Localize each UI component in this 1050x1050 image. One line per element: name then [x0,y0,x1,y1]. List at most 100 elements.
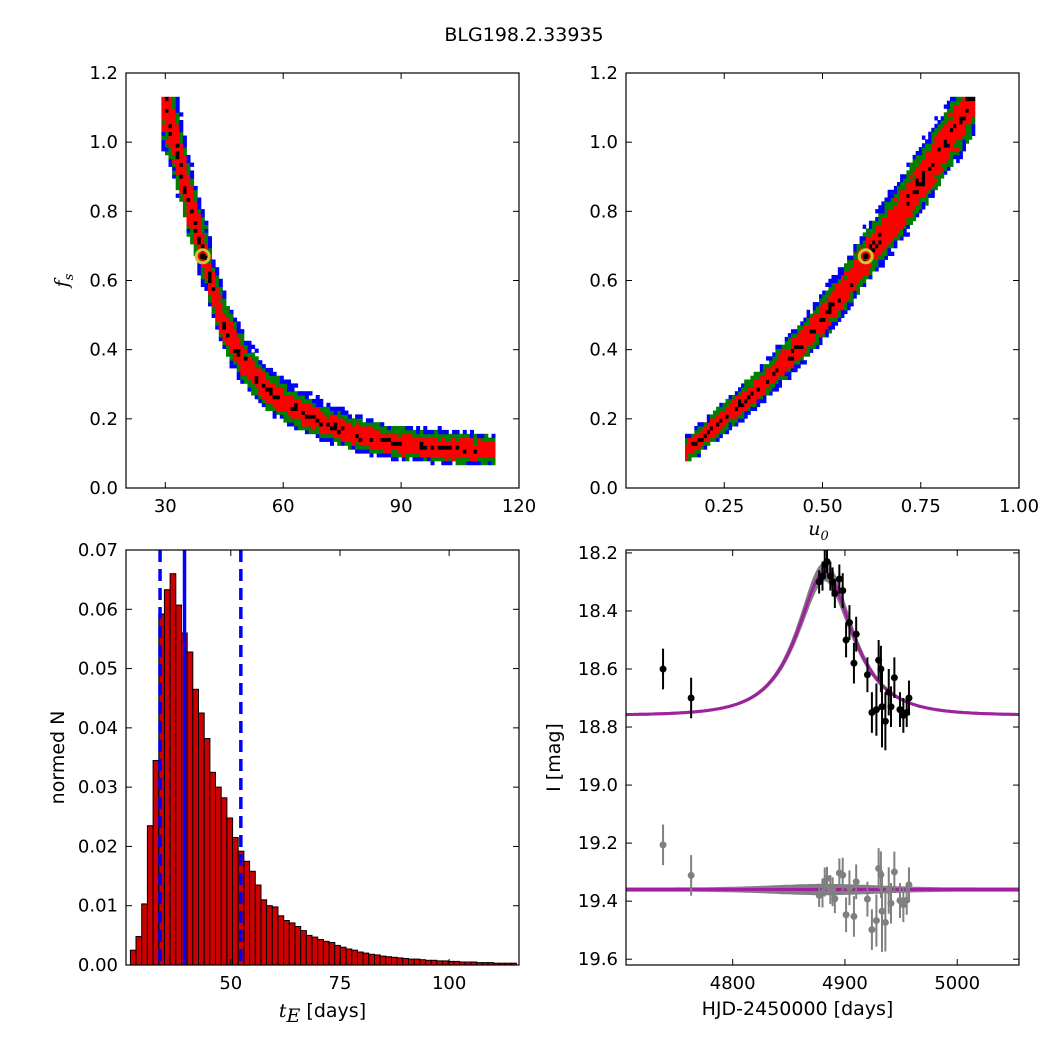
density-cell [837,298,842,303]
density-cell [462,445,467,450]
density-cell [822,329,826,334]
density-cell [200,232,205,237]
density-cell [859,275,864,280]
density-cell [741,402,745,408]
density-cell [925,182,929,187]
density-cell [834,282,839,287]
density-cell [315,422,320,427]
density-cell [834,275,839,280]
density-cell [918,154,923,160]
histogram-bar [425,959,432,966]
density-cell [161,143,166,148]
density-cell [462,460,467,466]
density-cell [828,313,832,318]
density-cell [934,135,938,140]
density-cell [459,460,464,466]
density-cell [850,275,854,280]
density-cell [915,182,920,187]
density-cell [903,213,907,218]
density-cell [193,247,198,253]
density-cell [946,166,951,171]
histogram-bar [129,949,137,966]
density-cell [419,457,424,462]
density-cell [369,429,374,435]
density-cell [918,201,923,206]
density-cell [909,166,913,171]
density-cell [750,375,754,380]
density-cell [430,457,435,462]
density-cell [333,410,338,415]
density-cell [809,336,814,342]
density-cell [290,398,295,404]
density-cell [890,209,895,214]
density-cell [834,298,839,303]
density-cell [928,143,932,148]
density-cell [828,286,832,291]
density-cell [778,383,782,388]
density-cell [355,418,360,423]
density-cell [448,441,453,446]
density-cell [272,383,277,388]
density-cell [747,379,751,384]
density-cell [912,189,917,195]
density-cell [330,410,334,415]
density-cell [940,174,945,179]
density-cell [401,437,406,442]
density-cell [208,302,212,307]
density-cell [937,123,941,129]
density-cell [172,100,177,105]
density-cell [685,437,689,442]
density-cell [319,402,324,408]
density-cell [279,383,284,388]
density-cell [875,232,879,237]
density-cell [800,344,804,349]
x-axis-label: u0 [808,518,829,544]
density-cell [369,453,374,458]
density-cell [455,445,460,450]
density-cell [333,414,338,419]
density-cell [731,398,736,404]
density-cell [872,224,876,229]
density-cell [265,387,270,392]
density-cell [753,387,758,392]
density-cell [466,457,471,462]
density-cell [962,123,966,129]
density-cell [862,275,867,280]
density-cell [452,445,456,450]
density-cell [741,418,745,423]
density-cell [878,213,882,218]
density-cell [769,360,773,365]
density-cell [909,185,913,191]
density-cell [943,162,948,167]
density-cell [809,321,814,326]
density-cell [738,391,742,396]
density-cell [837,290,842,295]
density-cell [759,398,764,404]
density-cell [921,189,926,195]
density-cell [806,313,811,318]
density-cell [398,445,403,450]
density-cell [943,127,948,133]
density-cell [175,193,180,198]
density-cell [322,410,327,415]
density-cell [193,205,198,210]
density-cell [890,232,895,237]
density-cell [283,414,288,419]
density-cell [208,259,212,264]
density-cell [912,213,917,218]
histogram-bar [260,899,268,966]
data-point [852,630,860,638]
density-cell [380,441,385,446]
density-cell [965,108,970,113]
density-cell [825,321,829,326]
density-cell [394,437,399,442]
density-cell [831,294,835,299]
density-cell [775,387,779,392]
density-cell [211,271,216,276]
density-cell [172,151,177,156]
density-cell [204,255,209,260]
density-cell [906,162,910,167]
density-cell [856,259,860,264]
density-cell [856,244,860,249]
density-cell [247,371,252,377]
